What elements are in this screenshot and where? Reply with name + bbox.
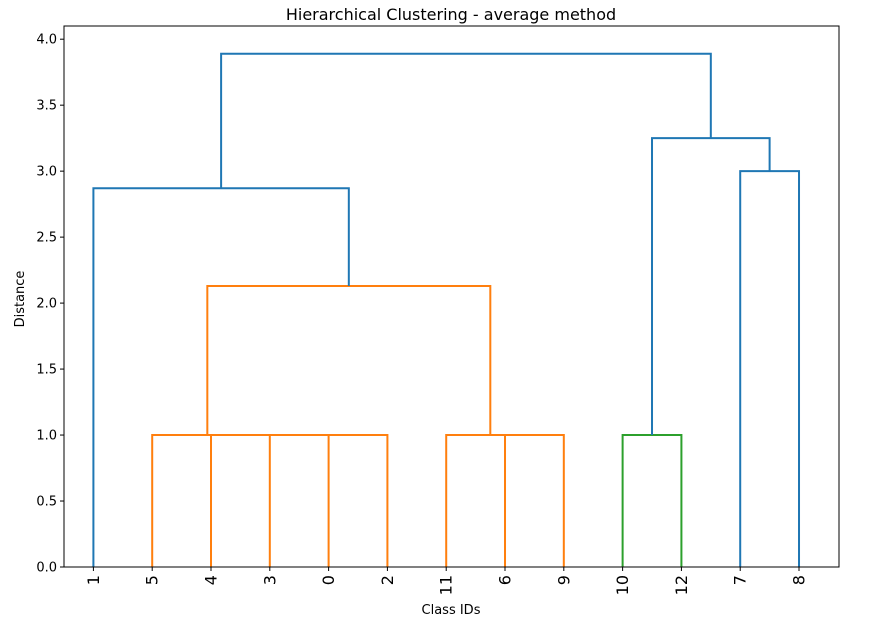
- y-tick-label: 3.0: [36, 165, 57, 180]
- dendrogram-link: [206, 284, 492, 436]
- y-tick-label: 0.0: [36, 561, 57, 576]
- dendrogram-link: [445, 434, 535, 567]
- y-axis: 0.0 0.5 1.0 1.5 2.0 2.5 3.0 3.5 4.0: [36, 33, 64, 576]
- dendrogram-link: [504, 434, 565, 567]
- dendrogram-link: [327, 434, 389, 567]
- dendrogram-link: [220, 52, 712, 189]
- y-tick-label: 0.5: [36, 495, 57, 510]
- x-tick-label: 4: [202, 575, 221, 585]
- x-tick-label: 3: [260, 575, 279, 585]
- dendrogram-link: [92, 187, 350, 567]
- y-tick-label: 4.0: [36, 33, 57, 48]
- x-axis: 1 5 4 3 0 2 11 6 9 10 12 7 8: [84, 567, 809, 595]
- x-axis-label: Class IDs: [422, 603, 481, 618]
- dendrogram-link: [651, 137, 771, 436]
- dendrogram-link: [621, 434, 683, 567]
- y-tick-label: 2.0: [36, 297, 57, 312]
- chart-title: Hierarchical Clustering - average method: [286, 5, 616, 24]
- plot-frame: [63, 25, 840, 568]
- x-tick-label: 0: [319, 575, 338, 585]
- dendrogram-link: [210, 434, 314, 567]
- dendrogram-link: [739, 170, 801, 567]
- y-tick-label: 2.5: [36, 231, 57, 246]
- dendrogram-links: [92, 52, 801, 567]
- x-tick-label: 10: [613, 575, 632, 595]
- x-tick-label: 6: [496, 575, 515, 585]
- x-tick-label: 5: [143, 575, 162, 585]
- y-tick-label: 3.5: [36, 99, 57, 114]
- x-tick-label: 12: [672, 575, 691, 595]
- y-axis-label: Distance: [13, 271, 28, 328]
- x-tick-label: 11: [437, 575, 456, 595]
- y-tick-label: 1.5: [36, 363, 57, 378]
- y-tick-label: 1.0: [36, 429, 57, 444]
- x-tick-label: 8: [790, 575, 809, 585]
- x-tick-label: 2: [378, 575, 397, 585]
- dendrogram-link: [268, 434, 359, 567]
- x-tick-label: 9: [554, 575, 573, 585]
- dendrogram-link: [151, 434, 263, 567]
- x-tick-label: 1: [84, 575, 103, 585]
- x-tick-label: 7: [731, 575, 750, 585]
